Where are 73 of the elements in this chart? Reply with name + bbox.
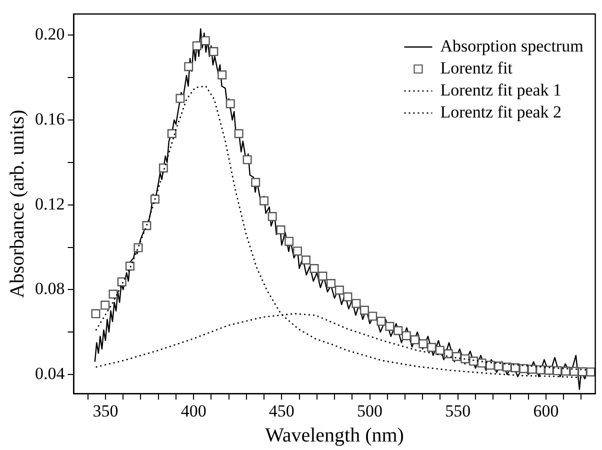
x-axis-title: Wavelength (nm) — [265, 424, 404, 446]
point — [310, 264, 319, 273]
point — [394, 326, 403, 336]
point — [510, 363, 520, 372]
point — [352, 298, 361, 308]
point — [494, 362, 504, 371]
point — [100, 300, 110, 310]
y-tick-label: 0.08 — [35, 279, 65, 298]
point — [150, 194, 160, 204]
point — [402, 331, 411, 340]
point — [242, 155, 252, 164]
point — [444, 349, 453, 358]
point — [343, 292, 352, 302]
point — [200, 36, 210, 46]
x-tick-label: 450 — [268, 401, 294, 420]
y-tick-label: 0.20 — [35, 24, 65, 44]
point — [158, 163, 168, 172]
point — [134, 243, 143, 252]
point — [561, 366, 570, 376]
legend-label: Lorentz fit peak 2 — [440, 102, 562, 122]
point — [570, 366, 579, 376]
point — [469, 356, 478, 366]
point — [276, 225, 286, 234]
y-tick-label: 0.16 — [35, 110, 65, 128]
point — [334, 286, 344, 295]
x-tick-label: 350 — [92, 401, 118, 420]
point — [167, 129, 176, 138]
point — [586, 367, 596, 376]
point — [318, 272, 328, 281]
legend-label: Lorentz fit — [440, 58, 513, 78]
point — [176, 94, 185, 103]
point — [142, 221, 152, 230]
point — [385, 322, 394, 331]
point — [117, 277, 126, 286]
point — [192, 41, 202, 50]
x-tick-label: 400 — [180, 401, 206, 420]
point — [376, 316, 386, 326]
point — [452, 352, 462, 361]
point — [218, 70, 227, 80]
point — [234, 129, 244, 138]
point — [108, 290, 118, 299]
point — [536, 365, 545, 374]
x-tick-label: 500 — [357, 401, 383, 420]
point — [293, 246, 302, 256]
point — [268, 212, 277, 222]
legend-label: Lorentz fit peak 1 — [440, 80, 562, 100]
y-tick-label: 0.12 — [35, 194, 65, 214]
point — [251, 178, 260, 187]
point — [410, 335, 420, 344]
point — [427, 342, 436, 352]
point — [360, 306, 369, 315]
y-axis-title: Absorbance (arb. units) — [6, 110, 28, 298]
legend-label: Absorption spectrum — [440, 36, 584, 56]
point — [477, 358, 486, 368]
point — [418, 339, 428, 348]
point — [184, 62, 194, 72]
point — [91, 309, 100, 318]
x-tick-label: 550 — [445, 401, 471, 420]
point — [502, 362, 512, 372]
y-tick-label: 0.04 — [35, 364, 66, 383]
point — [260, 196, 269, 206]
point — [226, 99, 235, 108]
point — [125, 262, 134, 271]
point — [544, 366, 554, 375]
point — [326, 279, 336, 288]
point — [301, 256, 310, 264]
point — [460, 354, 470, 364]
point — [435, 346, 444, 355]
point — [528, 364, 537, 374]
x-tick-label: 600 — [533, 401, 559, 420]
point — [284, 236, 294, 246]
point — [368, 312, 378, 321]
point — [209, 47, 218, 56]
